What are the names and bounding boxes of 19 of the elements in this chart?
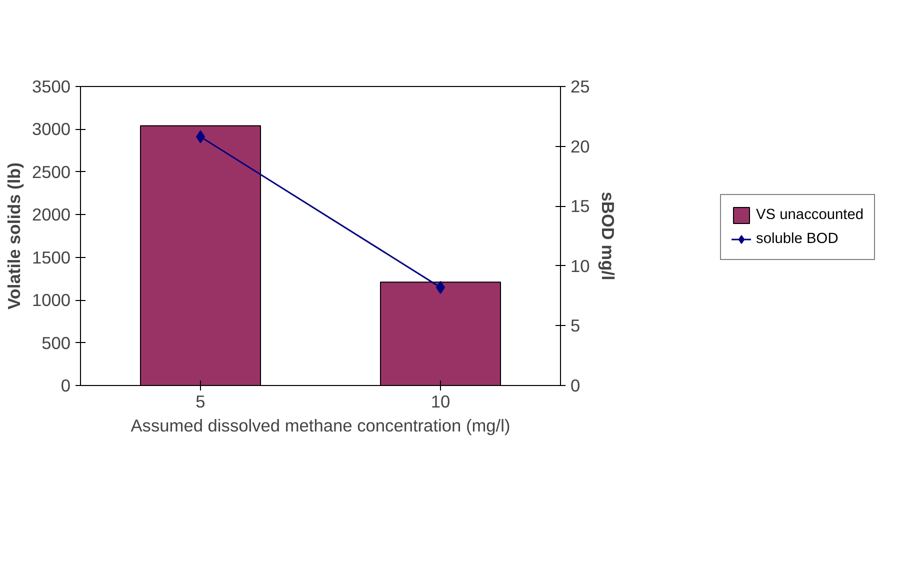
y-tick-label: 1500	[32, 247, 71, 268]
y-tick-label: 3500	[32, 76, 71, 96]
y-tick-label: 1000	[32, 290, 71, 310]
y2-tick-label: 25	[570, 76, 590, 96]
legend-label: VS unaccounted	[756, 207, 864, 223]
x-axis-title: Assumed dissolved methane concentration (mg/l)	[130, 416, 510, 436]
y-tick-label: 2000	[32, 204, 71, 225]
y-tick-label: 2500	[32, 162, 71, 182]
y2-axis-title: sBOD mg/l	[598, 192, 618, 280]
y-tick-label: 500	[42, 332, 71, 353]
y-axis-title: Volatile solids (lb)	[4, 162, 24, 310]
y-tick-label: 3000	[32, 119, 71, 140]
y2-tick-label: 5	[570, 316, 580, 336]
y-tick-label: 0	[60, 376, 71, 396]
legend-label: soluble BOD	[756, 231, 838, 247]
y2-tick-label: 10	[570, 256, 590, 276]
y2-tick-label: 0	[570, 376, 580, 396]
y2-tick-label: 20	[570, 136, 590, 156]
y2-tick-label: 15	[570, 196, 590, 216]
